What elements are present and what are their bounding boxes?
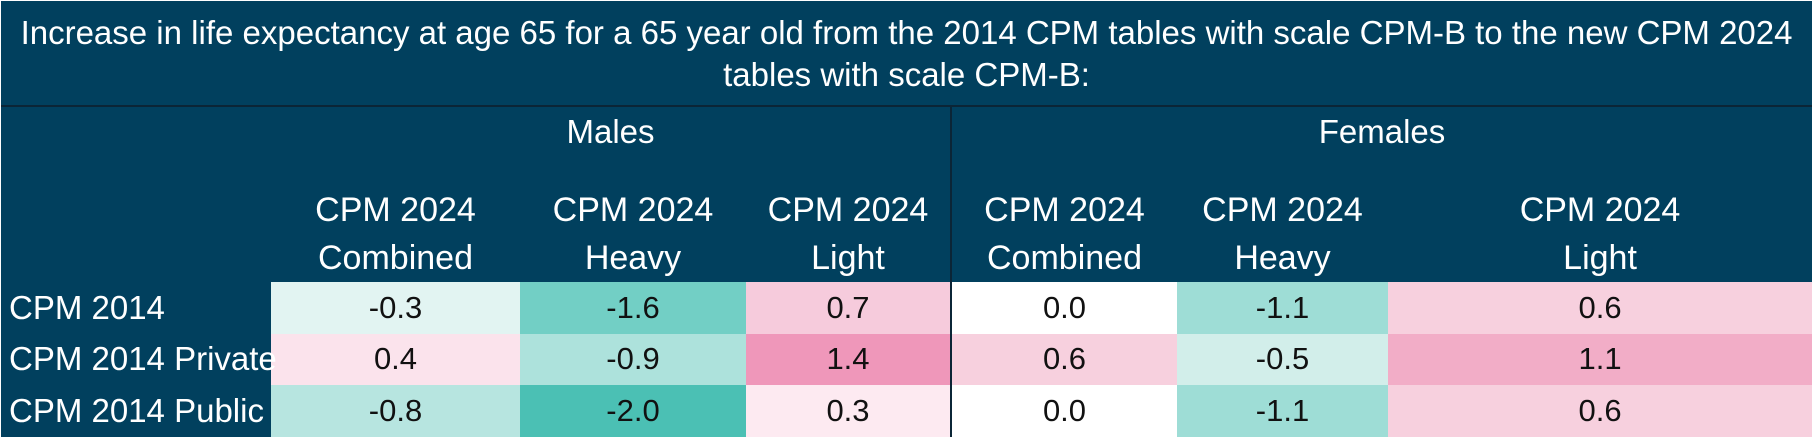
row-header-blank [1,170,271,282]
table-row: CPM 2014 -0.3 -1.6 0.7 0.0 -1.1 0.6 [1,281,1813,334]
value-cell: 0.6 [950,333,1177,386]
value-cell: 0.7 [746,281,951,334]
table-title: Increase in life expectancy at age 65 fo… [1,1,1813,107]
value-cell: -0.9 [520,333,746,386]
table-row: CPM 2014 Private 0.4 -0.9 1.4 0.6 -0.5 1… [1,333,1813,386]
value-cell: -0.5 [1177,333,1388,386]
column-header: CPM 2024 Light [1388,170,1813,282]
row-label: CPM 2014 Public [1,385,271,437]
column-header-line1: CPM 2024 [984,190,1145,229]
value-cell: 0.6 [1388,281,1813,334]
column-header: CPM 2024 Combined [950,170,1177,282]
column-header-line1: CPM 2024 [1202,190,1363,229]
value-cell: -2.0 [520,385,746,437]
column-header: CPM 2024 Heavy [1177,170,1388,282]
group-header-females: Females [949,105,1813,171]
value-cell: -0.3 [271,281,520,334]
column-header-line1: CPM 2024 [552,190,714,229]
column-header: CPM 2024 Combined [271,170,520,282]
column-header: CPM 2024 Heavy [520,170,746,282]
corner-blank [1,105,271,171]
value-cell: 0.0 [950,281,1177,334]
table-row: CPM 2014 Public -0.8 -2.0 0.3 0.0 -1.1 0… [1,385,1813,437]
value-cell: 0.4 [271,333,520,386]
value-cell: 0.3 [746,385,951,437]
row-label: CPM 2014 Private [1,333,277,386]
column-header-line2: Combined [318,238,473,277]
value-cell: 1.4 [746,333,951,386]
column-header: CPM 2024 Light [746,170,951,282]
group-header-males: Males [271,105,951,171]
value-cell: -1.6 [520,281,746,334]
value-cell: 1.1 [1388,333,1813,386]
value-cell: -1.1 [1177,281,1388,334]
value-cell: -1.1 [1177,385,1388,437]
column-header-line2: Heavy [584,238,682,277]
column-header-line2: Light [811,238,885,277]
column-header-line2: Light [1563,238,1637,277]
column-header-line2: Heavy [1234,238,1331,277]
column-header-line1: CPM 2024 [1519,190,1681,229]
value-cell: 0.6 [1388,385,1813,437]
value-cell: -0.8 [271,385,520,437]
value-cell: 0.0 [950,385,1177,437]
row-label: CPM 2014 [1,281,271,334]
column-header-line2: Combined [987,238,1142,277]
column-header-line1: CPM 2024 [315,190,476,229]
column-header-line1: CPM 2024 [767,190,929,229]
